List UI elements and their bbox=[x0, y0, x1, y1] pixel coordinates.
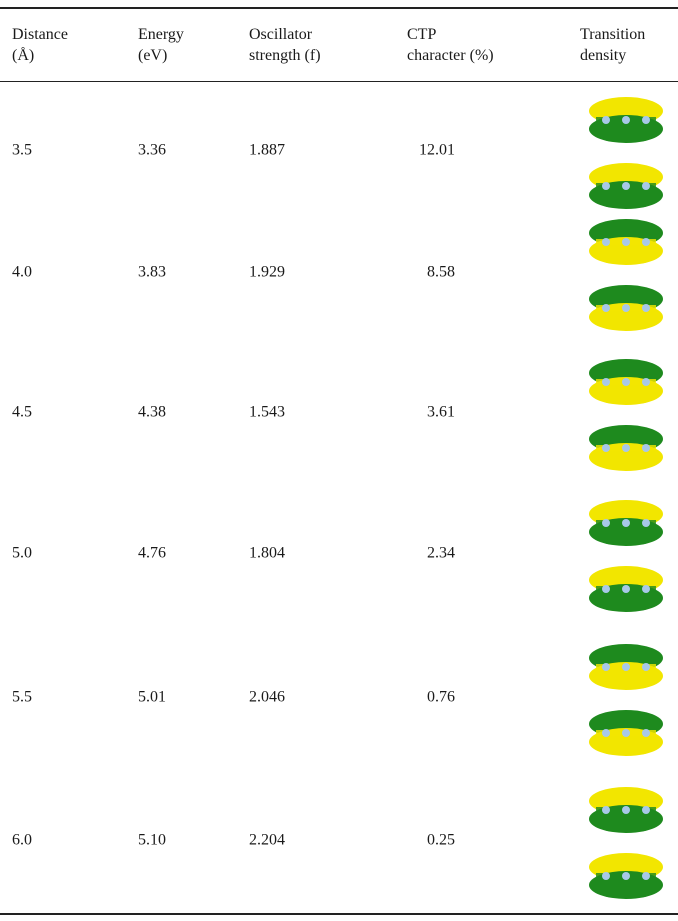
isosurface bbox=[622, 182, 630, 190]
transition-density-images bbox=[576, 0, 676, 921]
isosurface bbox=[622, 585, 630, 593]
header-text: density bbox=[580, 45, 626, 66]
isosurface bbox=[642, 304, 650, 312]
header-text: CTP bbox=[407, 24, 436, 45]
cell-text: 1.887 bbox=[249, 140, 285, 161]
cell-text: 5.10 bbox=[138, 830, 166, 851]
isosurface bbox=[622, 116, 630, 124]
cell-text: 0.25 bbox=[380, 830, 455, 851]
cell-text: 4.0 bbox=[12, 262, 32, 283]
isosurface bbox=[602, 444, 610, 452]
isosurface bbox=[622, 519, 630, 527]
cell-text: 2.046 bbox=[249, 687, 285, 708]
cell-text: 3.83 bbox=[138, 262, 166, 283]
isosurface bbox=[642, 116, 650, 124]
isosurface bbox=[642, 182, 650, 190]
cell-text: 3.36 bbox=[138, 140, 166, 161]
cell-text: 8.58 bbox=[380, 262, 455, 283]
cell-text: 2.204 bbox=[249, 830, 285, 851]
isosurface bbox=[622, 238, 630, 246]
isosurface bbox=[642, 729, 650, 737]
isosurface bbox=[622, 872, 630, 880]
isosurface bbox=[622, 806, 630, 814]
cell-text: 4.38 bbox=[138, 402, 166, 423]
cell-text: 3.61 bbox=[380, 402, 455, 423]
cell-text: 3.5 bbox=[12, 140, 32, 161]
header-text: Distance bbox=[12, 24, 68, 45]
isosurface bbox=[602, 806, 610, 814]
isosurface bbox=[642, 519, 650, 527]
header-text: strength (f) bbox=[249, 45, 321, 66]
isosurface bbox=[642, 444, 650, 452]
isosurface bbox=[622, 663, 630, 671]
cell-text: 12.01 bbox=[380, 140, 455, 161]
isosurface bbox=[622, 304, 630, 312]
isosurface bbox=[602, 378, 610, 386]
cell-text: 5.01 bbox=[138, 687, 166, 708]
cell-text: 1.804 bbox=[249, 543, 285, 564]
header-text: (eV) bbox=[138, 45, 167, 66]
page: {"table": { "header": [["Distance", "(Å)… bbox=[0, 0, 678, 921]
header-text: Energy bbox=[138, 24, 184, 45]
isosurface bbox=[622, 444, 630, 452]
isosurface bbox=[642, 238, 650, 246]
header-text: Transition bbox=[580, 24, 645, 45]
isosurface bbox=[602, 116, 610, 124]
isosurface bbox=[602, 182, 610, 190]
isosurface bbox=[602, 729, 610, 737]
header-text: character (%) bbox=[407, 45, 494, 66]
cell-text: 1.543 bbox=[249, 402, 285, 423]
cell-text: 0.76 bbox=[380, 687, 455, 708]
isosurface bbox=[642, 663, 650, 671]
cell-text: 4.5 bbox=[12, 402, 32, 423]
isosurface bbox=[602, 663, 610, 671]
isosurface bbox=[622, 378, 630, 386]
isosurface bbox=[642, 806, 650, 814]
isosurface bbox=[642, 872, 650, 880]
isosurface bbox=[642, 585, 650, 593]
cell-text: 6.0 bbox=[12, 830, 32, 851]
isosurface bbox=[602, 585, 610, 593]
isosurface bbox=[622, 729, 630, 737]
isosurface bbox=[642, 378, 650, 386]
cell-text: 5.5 bbox=[12, 687, 32, 708]
isosurface bbox=[602, 304, 610, 312]
cell-text: 1.929 bbox=[249, 262, 285, 283]
cell-text: 5.0 bbox=[12, 543, 32, 564]
header-text: (Å) bbox=[12, 45, 34, 66]
isosurface bbox=[602, 238, 610, 246]
isosurface bbox=[602, 872, 610, 880]
cell-text: 2.34 bbox=[380, 543, 455, 564]
isosurface bbox=[602, 519, 610, 527]
cell-text: 4.76 bbox=[138, 543, 166, 564]
header-text: Oscillator bbox=[249, 24, 312, 45]
